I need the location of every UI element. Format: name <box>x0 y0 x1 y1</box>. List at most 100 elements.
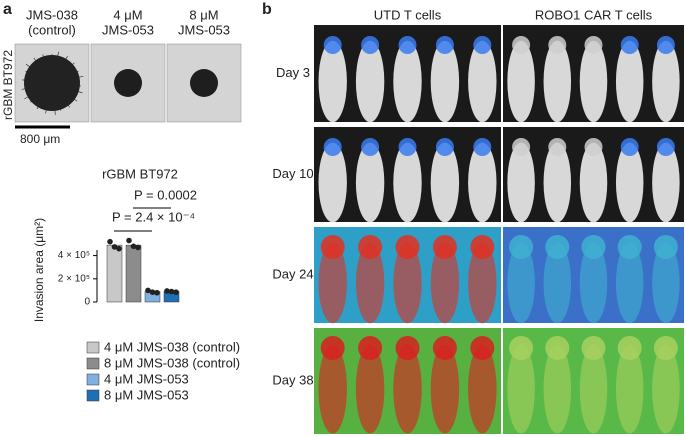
legend-label: 4 μM JMS-038 (control) <box>104 339 240 354</box>
image-label: JMS-053 <box>178 22 230 37</box>
row-label: Day 24 <box>272 266 313 281</box>
tumor-signal <box>435 36 454 54</box>
data-point <box>164 288 170 294</box>
y-tick-label: 0 <box>84 297 90 308</box>
mouse <box>507 344 535 434</box>
mouse <box>318 344 347 434</box>
mouse <box>468 40 497 123</box>
tumor-signal <box>548 36 567 54</box>
tumor-signal <box>323 36 342 54</box>
tumor-signal <box>320 235 345 259</box>
tumor-signal <box>395 235 420 259</box>
tumor-signal <box>473 138 492 156</box>
mouse-images: UTD T cells ROBO1 CAR T cells Day 3 Day 10 D… <box>272 7 684 434</box>
tumor-signal <box>470 235 495 259</box>
mouse <box>430 142 460 223</box>
spheroid <box>114 69 142 97</box>
mouse <box>355 142 385 223</box>
mouse <box>468 142 497 223</box>
spheroid <box>190 69 218 97</box>
tumor-signal <box>617 235 642 259</box>
mouse <box>430 242 460 324</box>
legend-swatch <box>86 373 100 386</box>
tumor-signal <box>584 138 603 156</box>
scale-label: 800 μm <box>20 132 60 146</box>
panel-label: b <box>262 1 272 18</box>
data-point <box>145 287 151 294</box>
mouse <box>652 344 680 434</box>
row-label: Day 3 <box>276 65 310 80</box>
data-point <box>149 289 156 295</box>
legend-label: 8 μM JMS-053 <box>104 387 189 402</box>
mouse <box>468 242 497 324</box>
mouse <box>615 242 644 324</box>
mouse <box>579 344 608 434</box>
tumor-signal <box>653 235 678 259</box>
mouse <box>355 40 385 123</box>
legend-swatch <box>86 389 100 402</box>
tumor-signal <box>361 138 380 156</box>
tumor-signal <box>323 138 342 156</box>
data-point <box>111 244 118 250</box>
mouse <box>543 40 572 123</box>
image-label: (control) <box>28 22 76 37</box>
column-header: UTD T cells <box>374 7 442 22</box>
tumor-signal <box>509 336 534 360</box>
mouse <box>579 142 608 223</box>
mouse <box>507 40 535 123</box>
data-point <box>168 288 175 295</box>
column-header: ROBO1 CAR T cells <box>535 7 653 22</box>
tumor-signal <box>548 138 567 156</box>
y-axis-label: Invasion area (μm²) <box>32 218 46 322</box>
tumor-signal <box>545 235 570 259</box>
mouse <box>615 344 644 434</box>
tumor-signal <box>581 336 606 360</box>
panel-label: a <box>3 1 12 18</box>
mouse <box>430 344 460 434</box>
image-label: JMS-038 <box>26 7 78 22</box>
tumor-signal <box>617 336 642 360</box>
mouse <box>507 242 535 324</box>
row-label: rGBM BT972 <box>1 50 15 120</box>
row-label: Day 10 <box>272 166 313 181</box>
y-tick-label: 4 × 10⁵ <box>58 250 90 261</box>
tumor-signal <box>435 138 454 156</box>
image-label: JMS-053 <box>102 22 154 37</box>
y-tick-label: 2 × 10⁵ <box>58 273 90 284</box>
data-point <box>173 289 179 295</box>
bar <box>125 244 142 303</box>
mouse <box>579 242 608 324</box>
mouse <box>318 40 347 123</box>
legend-label: 4 μM JMS-053 <box>104 371 189 386</box>
mouse <box>543 344 572 434</box>
spheroid <box>24 55 80 111</box>
data-point <box>107 238 113 245</box>
tumor-signal <box>656 36 675 54</box>
annotation: P = 2.4 × 10⁻⁴ <box>112 209 195 224</box>
tumor-signal <box>512 36 531 54</box>
tumor-signal <box>398 36 417 54</box>
mouse <box>430 40 460 123</box>
mouse <box>318 242 347 324</box>
tumor-signal <box>512 138 531 156</box>
data-point <box>130 243 137 250</box>
tumor-signal <box>473 36 492 54</box>
row-label: Day 38 <box>272 372 313 387</box>
tumor-signal <box>653 336 678 360</box>
tumor-signal <box>361 36 380 54</box>
mouse <box>615 40 644 123</box>
data-point <box>154 289 160 296</box>
data-point <box>135 244 141 251</box>
mouse <box>393 142 422 223</box>
tumor-signal <box>656 138 675 156</box>
mouse <box>543 242 572 324</box>
tumor-signal <box>358 336 383 360</box>
mouse <box>355 344 385 434</box>
mouse <box>652 142 680 223</box>
annotation: P = 0.0002 <box>134 187 197 202</box>
image-label: 8 μM <box>189 7 218 22</box>
image-label: 4 μM <box>113 7 142 22</box>
mouse <box>393 40 422 123</box>
mouse <box>318 142 347 223</box>
legend-swatch <box>86 357 100 370</box>
